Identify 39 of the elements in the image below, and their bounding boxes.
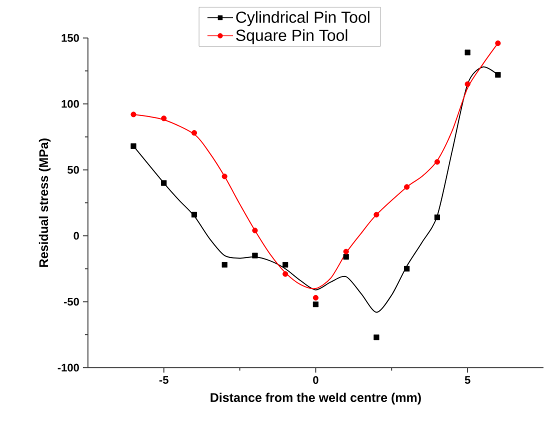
x-tick-label: 5 — [464, 376, 470, 384]
x-axis-title: Distance from the weld centre (mm) — [210, 393, 421, 405]
point — [191, 212, 198, 218]
point — [252, 228, 258, 234]
legend-label: Cylindrical Pin Tool — [236, 11, 370, 26]
y-tick-label: 150 — [62, 34, 79, 42]
point — [434, 214, 440, 220]
point — [282, 262, 288, 268]
point — [343, 249, 349, 255]
legend-label: Square Pin Tool — [236, 29, 348, 44]
point — [252, 252, 258, 259]
point — [404, 184, 410, 190]
point — [495, 72, 501, 78]
point — [343, 254, 349, 260]
y-axis-title: Residual stress (MPa) — [38, 138, 51, 268]
point — [191, 130, 198, 136]
y-tick-label: 100 — [62, 100, 79, 108]
point — [282, 271, 288, 278]
x-tick-label: -5 — [159, 376, 168, 384]
point — [161, 180, 167, 186]
point — [312, 302, 319, 308]
point — [312, 295, 319, 301]
point — [374, 334, 380, 340]
point — [434, 159, 440, 165]
point — [404, 266, 410, 272]
point — [374, 212, 380, 218]
point — [130, 112, 136, 118]
y-tick-label: 50 — [68, 166, 79, 174]
point — [222, 262, 228, 268]
y-tick-label: -100 — [58, 364, 79, 372]
point — [464, 50, 470, 56]
y-tick-label: -50 — [64, 298, 79, 306]
y-tick-label: 0 — [74, 232, 79, 240]
point — [495, 40, 501, 46]
point — [464, 82, 470, 88]
point — [222, 174, 228, 180]
point — [161, 116, 167, 122]
point — [130, 144, 136, 150]
x-tick-label: 0 — [313, 376, 318, 384]
